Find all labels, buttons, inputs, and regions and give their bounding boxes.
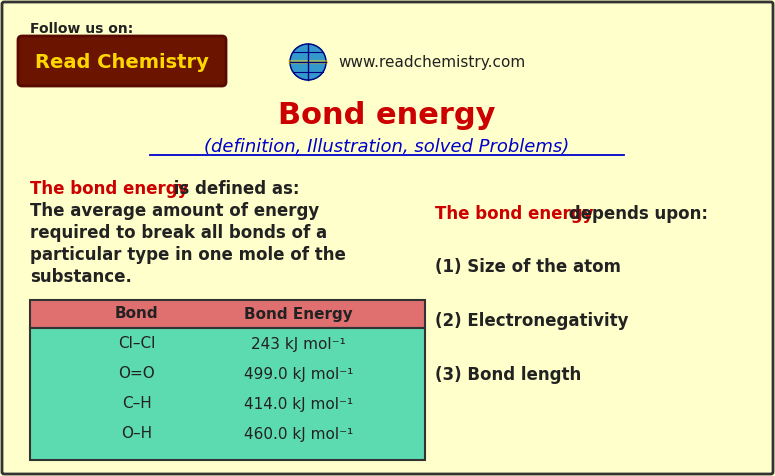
- Text: (definition, Illustration, solved Problems): (definition, Illustration, solved Proble…: [205, 138, 570, 156]
- Text: Cl–Cl: Cl–Cl: [118, 337, 155, 351]
- Text: The bond energy: The bond energy: [435, 205, 594, 223]
- FancyBboxPatch shape: [18, 36, 226, 86]
- Text: www.readchemistry.com: www.readchemistry.com: [338, 54, 525, 69]
- Text: Bond: Bond: [115, 307, 158, 321]
- Text: Follow us on:: Follow us on:: [30, 22, 133, 36]
- Text: particular type in one mole of the: particular type in one mole of the: [30, 246, 346, 264]
- Text: 414.0 kJ mol⁻¹: 414.0 kJ mol⁻¹: [244, 397, 353, 411]
- Text: The average amount of energy: The average amount of energy: [30, 202, 319, 220]
- Text: O–H: O–H: [121, 426, 152, 442]
- Text: substance.: substance.: [30, 268, 132, 286]
- Text: 499.0 kJ mol⁻¹: 499.0 kJ mol⁻¹: [244, 367, 353, 381]
- Text: 243 kJ mol⁻¹: 243 kJ mol⁻¹: [251, 337, 346, 351]
- Circle shape: [290, 44, 326, 80]
- Text: is defined as:: is defined as:: [168, 180, 299, 198]
- Text: The bond energy: The bond energy: [30, 180, 188, 198]
- FancyBboxPatch shape: [30, 328, 425, 460]
- Text: required to break all bonds of a: required to break all bonds of a: [30, 224, 327, 242]
- Text: O=O: O=O: [119, 367, 155, 381]
- Text: 460.0 kJ mol⁻¹: 460.0 kJ mol⁻¹: [244, 426, 353, 442]
- FancyBboxPatch shape: [30, 300, 425, 328]
- Text: C–H: C–H: [122, 397, 152, 411]
- Text: depends upon:: depends upon:: [563, 205, 708, 223]
- Text: (2) Electronegativity: (2) Electronegativity: [435, 312, 629, 330]
- Text: Read Chemistry: Read Chemistry: [35, 52, 209, 71]
- Text: Bond Energy: Bond Energy: [244, 307, 353, 321]
- Text: (3) Bond length: (3) Bond length: [435, 366, 581, 384]
- Text: Bond energy: Bond energy: [278, 100, 496, 129]
- Text: (1) Size of the atom: (1) Size of the atom: [435, 258, 621, 276]
